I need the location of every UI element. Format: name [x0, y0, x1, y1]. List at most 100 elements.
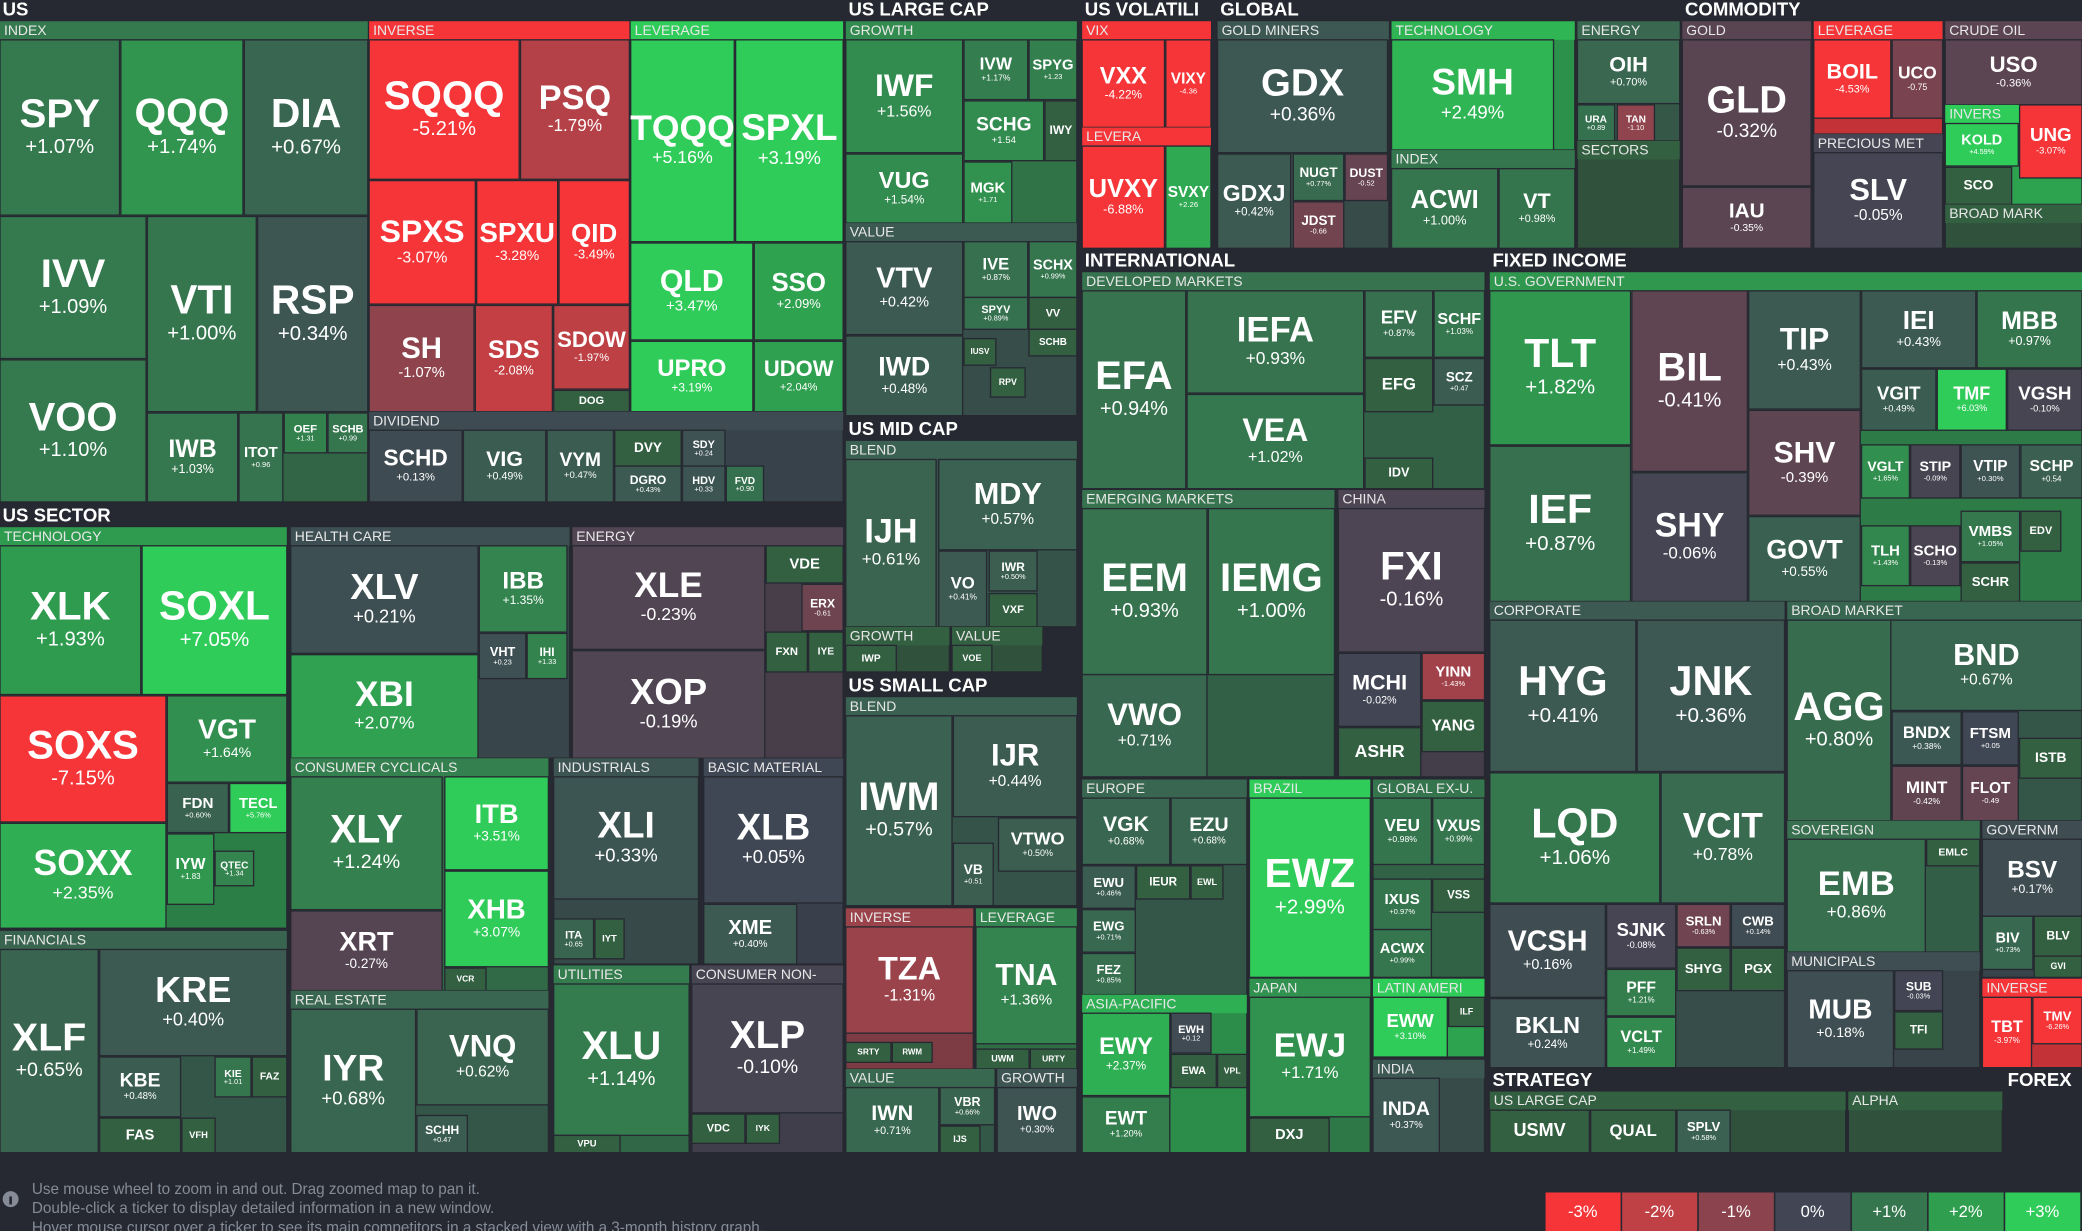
ticker-tile[interactable]: [630, 340, 754, 413]
ticker-tile[interactable]: [519, 39, 631, 180]
ticker-tile[interactable]: [1681, 39, 1812, 187]
ticker-tile[interactable]: [1936, 368, 2007, 431]
ticker-tile[interactable]: [98, 1056, 182, 1118]
ticker-tile[interactable]: [0, 359, 147, 503]
ticker-tile[interactable]: [1860, 444, 1911, 499]
ticker-tile[interactable]: [1390, 167, 1499, 249]
ticker-tile[interactable]: [368, 304, 475, 413]
ticker-tile[interactable]: [1248, 797, 1371, 979]
ticker-tile[interactable]: [614, 465, 682, 503]
ticker-tile[interactable]: [1044, 100, 1078, 162]
ticker-tile[interactable]: [98, 1117, 182, 1154]
ticker-tile[interactable]: [963, 337, 997, 366]
ticker-tile[interactable]: [1860, 525, 1911, 587]
ticker-tile[interactable]: [1981, 838, 2082, 917]
ticker-tile[interactable]: [1590, 1109, 1677, 1154]
ticker-tile[interactable]: [1337, 727, 1422, 778]
ticker-tile[interactable]: [1372, 878, 1433, 931]
ticker-tile[interactable]: [963, 296, 1029, 330]
ticker-tile[interactable]: [571, 545, 766, 651]
ticker-tile[interactable]: [1981, 996, 2033, 1069]
ticker-tile[interactable]: [2032, 996, 2082, 1045]
ticker-tile[interactable]: [1248, 1117, 1330, 1154]
ticker-tile[interactable]: [938, 458, 1078, 551]
ticker-tile[interactable]: [1786, 970, 1895, 1069]
ticker-tile[interactable]: [1081, 952, 1136, 996]
ticker-tile[interactable]: [1894, 1011, 1944, 1050]
ticker-tile[interactable]: [1489, 619, 1637, 773]
ticker-tile[interactable]: [1960, 444, 2021, 499]
ticker-tile[interactable]: [1860, 290, 1977, 369]
ticker-tile[interactable]: [1576, 104, 1616, 142]
ticker-tile[interactable]: [1748, 290, 1861, 410]
ticker-tile[interactable]: [1190, 865, 1224, 900]
ticker-tile[interactable]: [1421, 700, 1486, 753]
ticker-tile[interactable]: [166, 782, 230, 834]
ticker-tile[interactable]: [444, 870, 550, 968]
ticker-tile[interactable]: [1676, 947, 1731, 992]
ticker-tile[interactable]: [553, 304, 631, 390]
ticker-tile[interactable]: [290, 776, 443, 911]
ticker-tile[interactable]: [2020, 510, 2062, 552]
ticker-tile[interactable]: [745, 1113, 781, 1145]
ticker-tile[interactable]: [1364, 457, 1434, 490]
ticker-tile[interactable]: [1081, 145, 1166, 249]
ticker-tile[interactable]: [290, 545, 479, 655]
ticker-tile[interactable]: [1813, 152, 1944, 249]
ticker-tile[interactable]: [1433, 290, 1486, 358]
ticker-tile[interactable]: [141, 545, 288, 696]
ticker-tile[interactable]: [1489, 1109, 1591, 1154]
ticker-tile[interactable]: [1170, 1053, 1217, 1089]
ticker-tile[interactable]: [691, 983, 844, 1114]
ticker-tile[interactable]: [845, 39, 964, 154]
ticker-tile[interactable]: [1616, 104, 1656, 142]
ticker-tile[interactable]: [251, 1056, 288, 1098]
ticker-tile[interactable]: [2018, 737, 2082, 779]
ticker-tile[interactable]: [2006, 368, 2082, 431]
ticker-tile[interactable]: [290, 910, 443, 992]
ticker-tile[interactable]: [2020, 444, 2082, 499]
ticker-tile[interactable]: [368, 179, 477, 305]
ticker-tile[interactable]: [952, 715, 1078, 818]
ticker-tile[interactable]: [327, 412, 369, 454]
ticker-tile[interactable]: [478, 632, 527, 680]
ticker-tile[interactable]: [2018, 104, 2082, 179]
ticker-tile[interactable]: [1372, 797, 1433, 866]
ticker-tile[interactable]: [753, 340, 844, 413]
ticker-tile[interactable]: [1081, 290, 1187, 490]
ticker-tile[interactable]: [939, 1086, 996, 1126]
ticker-tile[interactable]: [845, 458, 937, 628]
ticker-tile[interactable]: [1081, 1096, 1171, 1154]
ticker-tile[interactable]: [1372, 928, 1433, 979]
ticker-tile[interactable]: [478, 545, 568, 633]
ticker-tile[interactable]: [166, 833, 215, 905]
ticker-tile[interactable]: [229, 782, 288, 834]
ticker-tile[interactable]: [1489, 903, 1606, 998]
ticker-tile[interactable]: [1748, 409, 1861, 516]
ticker-tile[interactable]: [290, 1008, 417, 1154]
ticker-tile[interactable]: [120, 39, 244, 216]
ticker-tile[interactable]: [765, 545, 844, 584]
ticker-tile[interactable]: [951, 644, 993, 673]
ticker-tile[interactable]: [256, 215, 369, 413]
ticker-tile[interactable]: [1631, 472, 1749, 603]
ticker-tile[interactable]: [963, 100, 1045, 162]
ticker-tile[interactable]: [681, 429, 726, 467]
ticker-tile[interactable]: [1636, 619, 1786, 773]
ticker-tile[interactable]: [1605, 903, 1677, 969]
ticker-tile[interactable]: [1976, 290, 2082, 369]
ticker-tile[interactable]: [1248, 996, 1371, 1118]
ticker-tile[interactable]: [1081, 797, 1171, 866]
ticker-tile[interactable]: [1165, 145, 1212, 249]
ticker-tile[interactable]: [725, 465, 765, 503]
ticker-tile[interactable]: [1165, 39, 1212, 129]
ticker-tile[interactable]: [1786, 838, 1926, 953]
ticker-tile[interactable]: [462, 429, 547, 503]
ticker-tile[interactable]: [1605, 968, 1677, 1017]
ticker-tile[interactable]: [801, 583, 844, 632]
ticker-tile[interactable]: [1960, 562, 2021, 603]
ticker-tile[interactable]: [1186, 290, 1365, 394]
ticker-tile[interactable]: [952, 842, 994, 907]
ticker-tile[interactable]: [594, 918, 625, 960]
ticker-tile[interactable]: [243, 39, 369, 216]
